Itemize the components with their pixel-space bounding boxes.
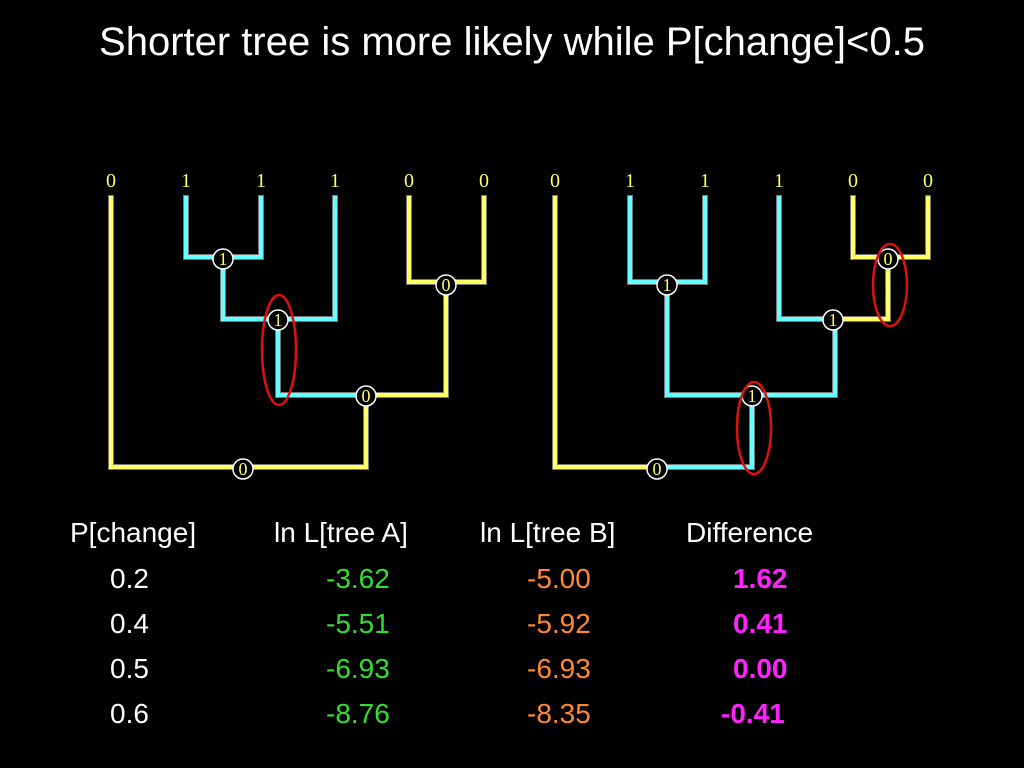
tree-a-node-2-circle xyxy=(267,309,289,331)
tree-a-branch-tip-6 xyxy=(444,196,486,284)
tree-a-root-node-label: 0 xyxy=(239,459,248,479)
tree-b-node-3-label: 1 xyxy=(829,310,838,330)
tree-a-branch-node-3 xyxy=(241,393,368,469)
tree-a-branch-tip-1-shadow xyxy=(108,195,246,470)
tree-a-node-1-label: 1 xyxy=(219,249,228,269)
tree-a-branch-node-4 xyxy=(364,280,448,397)
tree-a-branch-tip-2-shadow xyxy=(183,195,226,260)
tree-a-node-2-label: 1 xyxy=(274,310,283,330)
tip-state-label-4: 1 xyxy=(330,170,340,192)
tip-state-label-2: 1 xyxy=(625,170,635,192)
tree-a-branch-tip-2 xyxy=(184,196,225,259)
tree-b-node-2-circle xyxy=(656,274,678,296)
tip-state-label-6: 0 xyxy=(923,170,933,192)
tip-state-label-3: 1 xyxy=(700,170,710,192)
tree-b-highlight-ellipse-lower xyxy=(735,380,773,476)
tree-b-node-3-circle xyxy=(822,309,844,331)
tree-a-node-4-circle xyxy=(435,274,457,296)
tree-b-branch-node-2 xyxy=(665,280,754,397)
tree-b-branch-tip-4-shadow xyxy=(776,195,838,322)
tree-b-node-4-label: 1 xyxy=(748,386,757,406)
tree-b-branch-tip-2 xyxy=(628,196,669,284)
tree-a-branch-tip-3-shadow xyxy=(220,195,264,260)
tree-b-branch-node-3-shadow xyxy=(749,316,838,398)
tree-a-node-4-label: 0 xyxy=(442,275,451,295)
tree-b-node-1-label: 0 xyxy=(884,249,893,269)
tree-b-branch-node-2-shadow xyxy=(664,279,755,398)
tree-b-branch-tip-1-shadow xyxy=(552,195,660,470)
tree-b-branch-node-3 xyxy=(750,317,837,397)
tip-state-label-2: 1 xyxy=(181,170,191,192)
tree-b-branch-tip-3-shadow xyxy=(664,195,708,285)
tip-state-label-1: 0 xyxy=(550,170,560,192)
tree-a-node-3-circle xyxy=(355,385,377,407)
tree-b-branch-node-1 xyxy=(833,255,890,321)
tree-a-branch-node-4-shadow xyxy=(363,279,449,398)
tree-b-branch-tip-3 xyxy=(665,196,707,284)
tree-b-branch-tip-4 xyxy=(777,196,837,321)
tip-state-label-5: 0 xyxy=(848,170,858,192)
tree-a-branch-node-1 xyxy=(221,255,280,321)
tree-b-branch-tip-6 xyxy=(886,196,930,259)
tree-a-branch-node-1-shadow xyxy=(220,254,281,322)
page-title: Shorter tree is more likely while P[chan… xyxy=(99,20,925,64)
tree-b-branch-tip-2-shadow xyxy=(627,195,670,285)
tip-state-label-5: 0 xyxy=(404,170,414,192)
tip-state-label-4: 1 xyxy=(774,170,784,192)
tree-a-branch-tip-1 xyxy=(109,196,245,469)
tree-b-root-node-label: 0 xyxy=(653,459,662,479)
tree-a-branch-node-3-shadow xyxy=(240,392,369,470)
tree-a-node-1-circle xyxy=(212,248,234,270)
tree-a-branch-tip-4 xyxy=(276,196,337,321)
tree-a-node-3-label: 0 xyxy=(362,386,371,406)
tree-b-root-node-circle xyxy=(646,458,668,480)
tip-state-label-3: 1 xyxy=(256,170,266,192)
tree-a-branch-tip-5-shadow xyxy=(406,195,449,285)
tree-a-branch-tip-5 xyxy=(407,196,448,284)
tree-b-branch-node-1-shadow xyxy=(832,254,891,322)
tree-a-branch-tip-3 xyxy=(221,196,263,259)
tree-b-branch-node-4 xyxy=(655,393,754,469)
tree-b-node-2-label: 1 xyxy=(663,275,672,295)
tree-a: 0 1 1 1 0 0 1 1 0 0 0 xyxy=(106,170,489,480)
tree-b-branch-tip-6-shadow xyxy=(885,195,931,260)
tree-b-branch-tip-1 xyxy=(553,196,659,469)
tree-b-highlight-ellipse-upper xyxy=(871,242,909,328)
tree-a-highlight-ellipse xyxy=(260,293,298,407)
tree-a-root-node-circle xyxy=(232,458,254,480)
tree-b: 0 1 1 1 0 0 0 1 1 1 0 xyxy=(550,170,933,480)
tip-state-label-6: 0 xyxy=(479,170,489,192)
tree-a-branch-node-2 xyxy=(276,317,368,397)
tree-a-branch-tip-6-shadow xyxy=(443,195,487,285)
tip-state-label-1: 0 xyxy=(106,170,116,192)
